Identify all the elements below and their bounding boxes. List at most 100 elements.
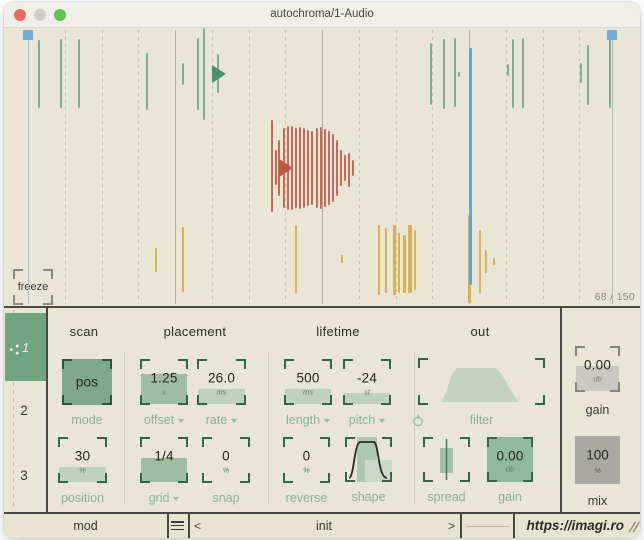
length-control[interactable]: 500 ms length (284, 359, 332, 427)
gridline (358, 30, 360, 304)
shape-control[interactable]: shape (345, 437, 392, 504)
zoom-button[interactable] (54, 9, 66, 21)
yellow-grain (378, 225, 380, 295)
red-grain (307, 130, 309, 206)
green-grain (587, 45, 589, 105)
green-grain (60, 39, 62, 108)
red-grain (299, 127, 301, 209)
out-gain-control[interactable]: 0.00 db gain (487, 437, 533, 504)
master-gain-control[interactable]: 0.00 db gain (575, 346, 620, 417)
playhead-triangle (212, 65, 226, 83)
gridline (175, 30, 176, 304)
out-gain-unit: db (505, 464, 515, 474)
gridline (579, 30, 581, 304)
red-grain (332, 134, 334, 202)
mix-label: mix (587, 494, 608, 508)
preset-next-button[interactable]: > (448, 519, 456, 533)
mix-control[interactable]: 100 % mix (575, 436, 620, 508)
rate-control[interactable]: 26.0 ms rate (197, 359, 246, 427)
tab-voice-3[interactable]: 3 (12, 467, 36, 489)
mode-value: pos (75, 374, 99, 390)
mode-control[interactable]: pos mode (62, 359, 112, 427)
filter-curve (438, 368, 522, 402)
chevron-down-icon (379, 419, 386, 423)
mod-button[interactable]: mod (73, 519, 98, 533)
length-label[interactable]: length (284, 413, 332, 427)
footer-separator (460, 514, 462, 538)
pitch-control[interactable]: -24 st pitch (343, 359, 391, 427)
snap-control[interactable]: 0 % snap (202, 437, 250, 505)
gridline (505, 30, 507, 304)
loop-marker-handle[interactable] (23, 30, 33, 40)
out-gain-value: 0.00 (496, 448, 524, 464)
snap-value: 0 (222, 448, 230, 464)
playhead-triangle (279, 159, 293, 177)
vendor-url[interactable]: https://imagi.ro (526, 518, 625, 533)
spread-slider (440, 439, 453, 480)
out-gain-fill (487, 437, 533, 482)
power-icon[interactable] (412, 414, 424, 427)
master-gain-fill (576, 366, 619, 391)
offset-label[interactable]: offset (140, 413, 188, 427)
filter-control[interactable]: filter (413, 358, 545, 427)
minimize-button[interactable] (34, 9, 46, 21)
footer-separator (513, 514, 515, 538)
tab-label: 2 (20, 403, 28, 418)
position-control[interactable]: 30 % position (58, 437, 107, 505)
freeze-button[interactable]: freeze (13, 269, 53, 305)
rate-fill (198, 389, 245, 404)
menu-icon[interactable] (171, 521, 184, 532)
tab-voice-2[interactable]: 2 (12, 402, 36, 424)
green-grain (430, 43, 432, 105)
chevron-down-icon (173, 497, 180, 501)
rate-label[interactable]: rate (197, 413, 246, 427)
yellow-grain (385, 228, 387, 293)
red-grain (316, 128, 318, 208)
section-separator (124, 352, 125, 505)
master-gain-label: gain (585, 403, 610, 417)
tab-voice-1[interactable]: 1 (5, 313, 46, 381)
reverse-control[interactable]: 0 % reverse (283, 437, 330, 505)
spread-control[interactable]: spread (423, 437, 470, 504)
loop-marker-handle[interactable] (607, 30, 617, 40)
yellow-grain (493, 258, 495, 265)
yellow-grain (341, 255, 343, 263)
offset-fill (141, 374, 187, 404)
position-fill (59, 467, 106, 482)
red-grain (352, 160, 354, 176)
offset-control[interactable]: 1.25 s offset (140, 359, 188, 427)
grid-label[interactable]: grid (140, 491, 188, 505)
red-grain (344, 155, 346, 181)
green-grain (507, 64, 509, 76)
gridline (248, 30, 250, 304)
green-grain (443, 39, 445, 109)
chevron-down-icon (231, 419, 238, 423)
preset-prev-button[interactable]: < (194, 519, 202, 533)
close-button[interactable] (14, 9, 26, 21)
pitch-label[interactable]: pitch (343, 413, 391, 427)
green-grain (78, 39, 80, 108)
master-separator (560, 308, 562, 512)
master-gain-value: 0.00 (583, 357, 612, 373)
grid-control[interactable]: 1/4 grid (140, 437, 188, 505)
green-grain (203, 28, 205, 120)
red-grain (324, 129, 326, 207)
gridline (64, 30, 66, 304)
grain-display[interactable]: freeze 68 / 150 (4, 28, 640, 308)
gridline (542, 30, 544, 304)
tab-label: 3 (20, 468, 28, 483)
tab-label: 1 (22, 340, 30, 355)
red-grain (320, 127, 322, 209)
gridline (432, 30, 434, 304)
position-label: position (60, 491, 105, 505)
section-title-scan: scan (69, 324, 99, 339)
yellow-grain (479, 230, 481, 293)
gridline (101, 30, 103, 304)
footer-mini-slider[interactable] (466, 526, 509, 527)
preset-name[interactable]: init (316, 519, 332, 533)
mix-value: 100 (586, 447, 609, 463)
green-grain (454, 38, 456, 107)
section-title-placement: placement (163, 324, 227, 339)
red-grain (295, 128, 297, 208)
red-grain (340, 150, 342, 186)
